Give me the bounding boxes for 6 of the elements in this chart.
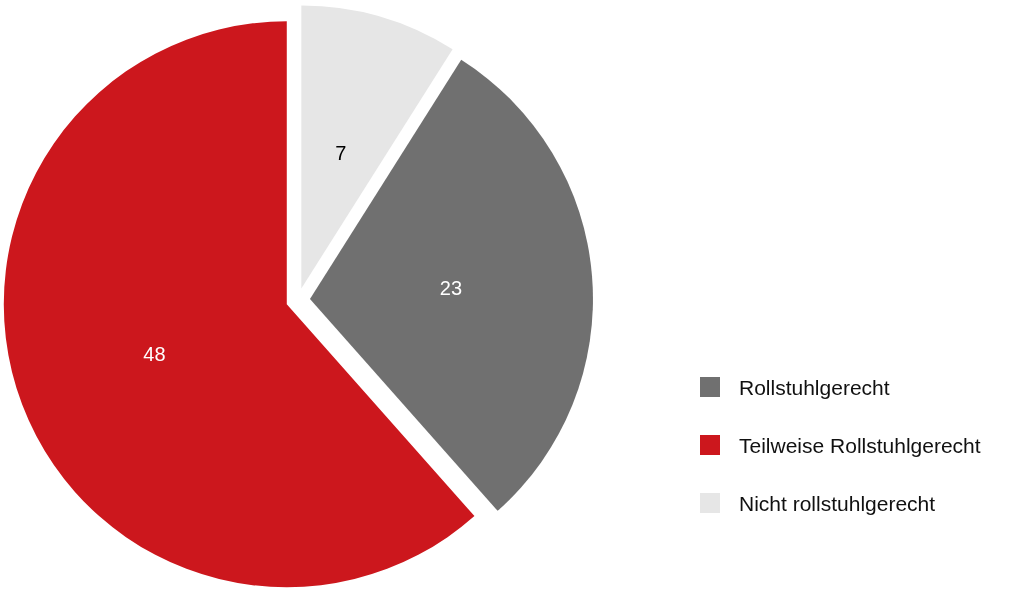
data-label: 23 — [439, 276, 463, 299]
data-label: 7 — [335, 141, 347, 164]
legend-label: Teilweise Rollstuhlgerecht — [739, 433, 981, 457]
legend-label: Rollstuhlgerecht — [739, 375, 890, 399]
legend-label: Nicht rollstuhlgerecht — [739, 491, 936, 515]
data-label: 48 — [143, 343, 166, 366]
